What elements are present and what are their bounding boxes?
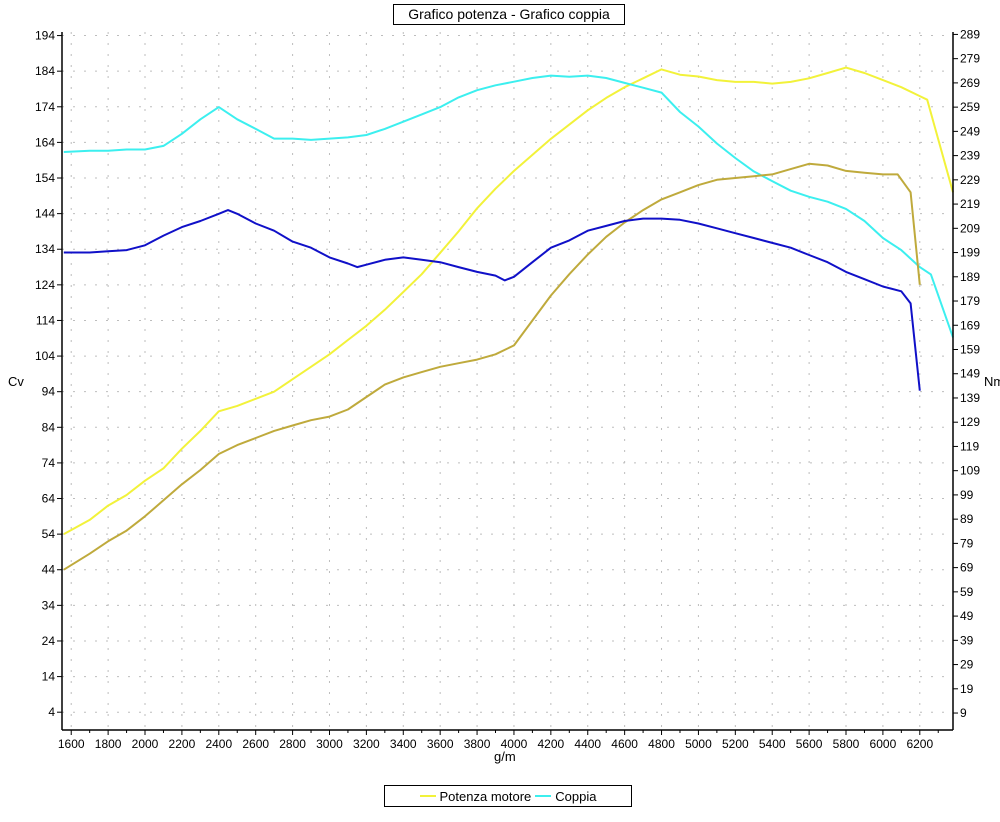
- x-tick-label: 5400: [759, 737, 786, 751]
- y-right-tick-label: 119: [960, 439, 979, 453]
- axes: 1600 1800 2000 2200 2400 2600 2800 3000 3200 3400…: [35, 27, 980, 751]
- x-tick-label: 2600: [242, 737, 269, 751]
- y-left-tick-label: 44: [42, 563, 56, 577]
- y-right-tick-label: 259: [960, 100, 980, 114]
- x-tick-label: 2200: [169, 737, 196, 751]
- y-right-tick-label: 49: [960, 609, 974, 623]
- x-tick-label: 5800: [833, 737, 860, 751]
- legend-item-coppia: Coppia: [535, 789, 596, 804]
- x-tick-label: 2800: [279, 737, 306, 751]
- series-line-1: [63, 74, 954, 338]
- legend-label-coppia: Coppia: [555, 788, 597, 804]
- y-right-tick-label: 129: [960, 415, 980, 429]
- y-right-tick-label: 249: [960, 124, 980, 138]
- chart-title: Grafico potenza - Grafico coppia: [408, 6, 610, 22]
- x-tick-label: 5000: [685, 737, 712, 751]
- x-tick-label: 5600: [796, 737, 823, 751]
- series-line-2: [63, 162, 921, 571]
- y-right-tick-label: 189: [960, 270, 980, 284]
- y-left-tick-label: 64: [42, 492, 56, 506]
- y-right-tick-label: 239: [960, 149, 980, 163]
- legend-item-potenza: Potenza motore: [419, 788, 532, 804]
- x-tick-label: 3800: [464, 737, 491, 751]
- y-left-tick-label: 24: [42, 634, 56, 648]
- y-right-tick-label: 149: [960, 367, 980, 381]
- y-right-tick-label: 29: [960, 658, 974, 672]
- y-right-tick-label: 279: [960, 52, 980, 66]
- y-left-tick-label: 134: [35, 242, 55, 256]
- y-left-tick-label: 4: [48, 705, 55, 719]
- x-tick-label: 3400: [390, 737, 417, 751]
- legend-swatch-coppia: [535, 795, 552, 797]
- y-right-tick-label: 169: [960, 318, 980, 332]
- y-left-tick-label: 74: [42, 456, 56, 470]
- x-tick-label: 4600: [611, 737, 638, 751]
- x-tick-label: 5200: [722, 737, 749, 751]
- grid: [62, 32, 953, 730]
- legend-swatch-potenza: [419, 795, 436, 797]
- x-tick-label: 3600: [427, 737, 454, 751]
- x-tick-label: 3200: [353, 737, 380, 751]
- y-right-tick-label: 229: [960, 173, 980, 187]
- y-axis-right-label: Nm: [984, 374, 1000, 389]
- series-layer: [63, 66, 954, 571]
- y-left-tick-label: 54: [42, 527, 56, 541]
- x-tick-label: 4800: [648, 737, 675, 751]
- y-right-tick-label: 219: [960, 197, 980, 211]
- y-left-tick-label: 14: [42, 670, 56, 684]
- y-right-tick-label: 69: [960, 561, 974, 575]
- y-right-tick-label: 289: [960, 27, 980, 41]
- y-left-tick-label: 114: [36, 313, 55, 327]
- series-line-0: [63, 66, 954, 535]
- y-right-tick-label: 99: [960, 488, 974, 502]
- x-axis-label: g/m: [494, 749, 516, 764]
- x-tick-label: 6200: [906, 737, 933, 751]
- y-right-tick-label: 179: [960, 294, 980, 308]
- y-left-tick-label: 124: [35, 278, 55, 292]
- x-tick-label: 6000: [870, 737, 897, 751]
- y-left-tick-label: 34: [42, 598, 56, 612]
- legend: Potenza motore Coppia: [384, 785, 632, 807]
- y-left-tick-label: 144: [35, 207, 55, 221]
- y-right-tick-label: 39: [960, 633, 974, 647]
- y-right-tick-label: 59: [960, 585, 974, 599]
- y-right-tick-label: 199: [960, 246, 980, 260]
- x-tick-label: 4000: [501, 737, 528, 751]
- y-left-tick-label: 174: [35, 100, 55, 114]
- x-tick-label: 1600: [58, 737, 85, 751]
- y-right-tick-label: 159: [960, 342, 980, 356]
- x-tick-label: 3000: [316, 737, 343, 751]
- y-left-tick-label: 164: [35, 135, 55, 149]
- x-tick-label: 2000: [132, 737, 159, 751]
- y-right-tick-label: 269: [960, 76, 980, 90]
- y-left-tick-label: 94: [42, 385, 56, 399]
- y-right-tick-label: 209: [960, 221, 980, 235]
- x-tick-label: 1800: [95, 737, 122, 751]
- series-line-3: [63, 209, 921, 391]
- legend-label-potenza: Potenza motore: [439, 788, 532, 804]
- y-right-tick-label: 79: [960, 536, 974, 550]
- y-right-tick-label: 89: [960, 512, 974, 526]
- y-left-tick-label: 104: [35, 349, 55, 363]
- x-tick-label: 4400: [574, 737, 601, 751]
- y-right-tick-label: 19: [960, 682, 974, 696]
- chart-title-box: Grafico potenza - Grafico coppia: [393, 4, 625, 25]
- y-right-tick-label: 9: [960, 706, 967, 720]
- x-tick-label: 2400: [205, 737, 232, 751]
- y-left-tick-label: 84: [42, 420, 56, 434]
- x-tick-label: 4200: [537, 737, 564, 751]
- y-left-tick-label: 194: [35, 29, 55, 43]
- y-left-tick-label: 154: [35, 171, 55, 185]
- y-axis-left-label: Cv: [8, 374, 24, 389]
- y-right-tick-label: 139: [960, 391, 980, 405]
- y-left-tick-label: 184: [35, 64, 55, 78]
- y-right-tick-label: 109: [960, 464, 980, 478]
